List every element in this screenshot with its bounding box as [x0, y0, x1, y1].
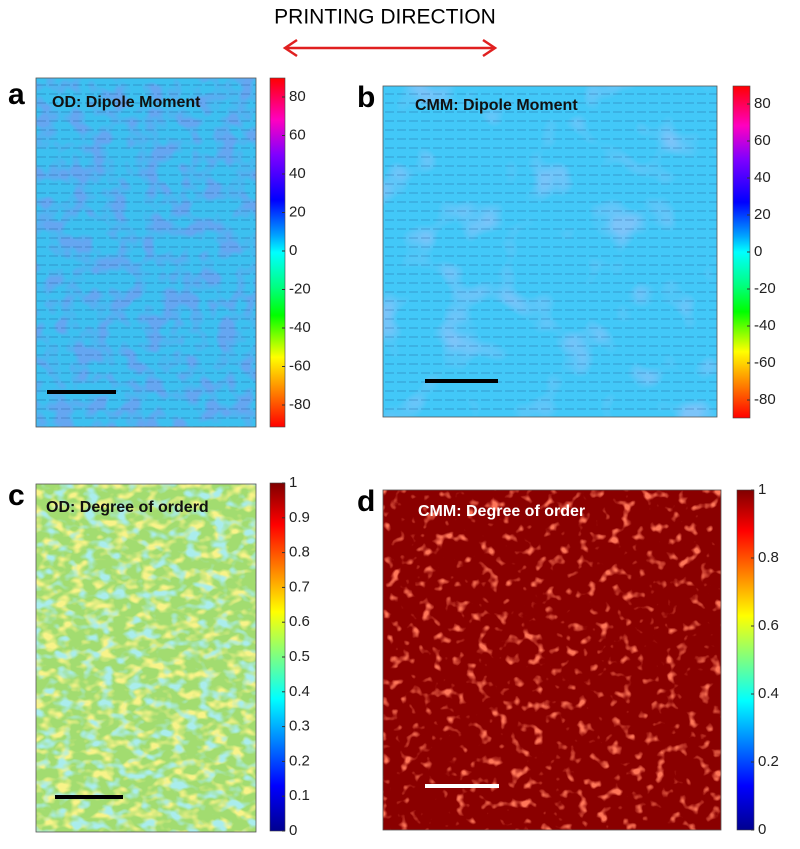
colorbar-tick-label: 0.4 [758, 685, 779, 702]
colorbar-tick-label: -20 [754, 280, 776, 297]
colorbar [736, 489, 755, 831]
colorbar-tick-label: -40 [289, 319, 311, 336]
colorbar-tick-label: 1 [758, 481, 766, 498]
panel-letter: b [357, 81, 375, 114]
colorbar-tick-label: 0.4 [289, 683, 310, 700]
colorbar-tick-label: -60 [754, 354, 776, 371]
direction-arrow [282, 38, 498, 58]
colorbar-tick-label: 0 [754, 243, 762, 260]
colorbar [269, 77, 286, 428]
panel-label: OD: Dipole Moment [52, 94, 201, 111]
colorbar-tick-label: 40 [289, 165, 306, 182]
colorbar-tick-label: 1 [289, 474, 297, 491]
heatmap-border [35, 77, 257, 428]
heatmap-texture [383, 490, 721, 830]
colorbar-tick-label: 0.2 [758, 753, 779, 770]
panel-letter: a [8, 78, 25, 111]
vector-field [36, 78, 256, 427]
colorbar-tick-label: 0.1 [289, 787, 310, 804]
colorbar-tick-label: 80 [289, 88, 306, 105]
heatmap-border [35, 483, 257, 833]
colorbar-tick-label: 60 [754, 132, 771, 149]
colorbar-tick-label: 0.3 [289, 718, 310, 735]
colorbar-tick-label: 40 [754, 169, 771, 186]
colorbar-tick-label: -60 [289, 357, 311, 374]
colorbar-tick-label: -20 [289, 280, 311, 297]
panel-letter: c [8, 479, 25, 512]
heatmap-texture [36, 484, 256, 832]
colorbar-tick-label: 0 [758, 821, 766, 838]
colorbar-tick-label: 0.8 [758, 549, 779, 566]
colorbar-tick-label: 0.5 [289, 648, 310, 665]
colorbar-tick-label: -80 [289, 396, 311, 413]
colorbar-tick-label: 20 [289, 203, 306, 220]
panel-label: OD: Degree of orderd [46, 499, 209, 516]
panel-label: CMM: Degree of order [418, 503, 585, 520]
colorbar-tick-label: -40 [754, 317, 776, 334]
vector-field [383, 86, 717, 417]
colorbar-tick-label: 0.6 [289, 613, 310, 630]
colorbar-tick-label: 0 [289, 822, 297, 839]
panel-letter: d [357, 485, 375, 518]
colorbar-tick-label: -80 [754, 391, 776, 408]
colorbar-tick-label: 0.6 [758, 617, 779, 634]
colorbar-tick-label: 80 [754, 95, 771, 112]
colorbar-tick-label: 20 [754, 206, 771, 223]
figure-title: PRINTING DIRECTION [274, 6, 496, 29]
colorbar-tick-label: 0.2 [289, 752, 310, 769]
colorbar-tick-label: 0.9 [289, 509, 310, 526]
colorbar-tick-label: 0.7 [289, 578, 310, 595]
panel-label: CMM: Dipole Moment [415, 97, 578, 114]
heatmap-border [382, 85, 718, 418]
heatmap-border [382, 489, 722, 831]
colorbar-tick-label: 0.8 [289, 544, 310, 561]
colorbar-tick-label: 60 [289, 126, 306, 143]
colorbar-tick-label: 0 [289, 242, 297, 259]
